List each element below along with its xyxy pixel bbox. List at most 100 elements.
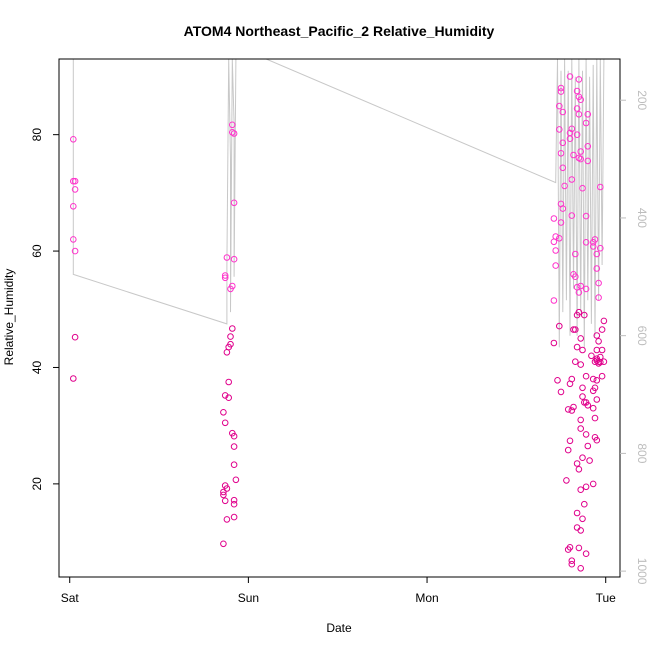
data-point-7 [71, 333, 79, 341]
data-point-42 [230, 199, 238, 207]
data-point-89 [566, 437, 574, 445]
y2-tick-label-200: 200 [635, 90, 649, 110]
data-point-19 [225, 378, 232, 386]
data-point-112 [579, 384, 586, 392]
data-point-105 [577, 155, 585, 163]
data-point-68 [568, 125, 576, 133]
y2-tick-label-600: 600 [635, 326, 649, 346]
data-point-11 [221, 274, 229, 282]
x-tick-label-mon: Mon [415, 591, 438, 605]
data-point-99 [577, 96, 585, 103]
data-point-135 [581, 311, 588, 319]
data-point-134 [582, 285, 590, 293]
data-point-97 [573, 87, 581, 95]
y2-tick-label-400: 400 [635, 208, 649, 228]
data-point-15 [227, 333, 234, 340]
data-point-80 [572, 326, 579, 333]
data-point-171 [598, 326, 606, 333]
data-point-165 [591, 414, 599, 422]
x-tick-label-sat: Sat [61, 591, 80, 605]
data-point-167 [593, 436, 601, 444]
data-point-173 [597, 183, 604, 191]
data-point-13 [229, 282, 236, 290]
data-point-151 [593, 332, 601, 339]
data-point-96 [575, 76, 583, 83]
data-point-21 [225, 394, 232, 402]
data-point-103 [577, 148, 585, 155]
data-point-36 [223, 516, 231, 523]
data-point-9 [223, 254, 231, 261]
data-point-87 [568, 407, 576, 414]
data-point-33 [221, 497, 229, 505]
data-point-100 [573, 105, 581, 112]
data-point-142 [581, 500, 588, 508]
data-point-101 [575, 111, 583, 118]
data-point-61 [559, 139, 567, 147]
data-point-124 [575, 544, 583, 552]
data-point-131 [584, 157, 592, 165]
y-tick-label-40: 40 [30, 360, 44, 374]
data-point-169 [598, 346, 606, 354]
data-point-81 [570, 326, 577, 333]
data-point-85 [566, 380, 574, 388]
y2-tick-label-800: 800 [635, 443, 649, 463]
data-point-72 [568, 176, 576, 183]
data-point-149 [595, 279, 602, 287]
data-point-113 [579, 393, 586, 400]
data-point-88 [564, 406, 572, 413]
data-point-60 [557, 150, 565, 157]
data-point-125 [577, 565, 585, 572]
data-point-47 [552, 247, 560, 254]
data-point-117 [579, 454, 586, 462]
data-point-160 [589, 375, 597, 383]
data-point-63 [559, 108, 567, 116]
data-point-163 [593, 396, 601, 403]
y-tick-label-80: 80 [30, 128, 44, 142]
x-tick-label-tue: Tue [596, 591, 617, 605]
data-point-26 [230, 443, 238, 450]
data-point-150 [595, 294, 602, 301]
data-point-40 [229, 129, 236, 136]
data-point-53 [556, 322, 563, 330]
data-point-130 [584, 143, 592, 150]
data-point-115 [577, 416, 585, 424]
data-point-76 [572, 273, 579, 281]
data-point-66 [557, 84, 565, 92]
data-point-58 [559, 164, 567, 172]
data-point-28 [232, 476, 240, 484]
data-point-83 [572, 358, 579, 366]
data-point-108 [575, 308, 583, 316]
data-point-136 [582, 372, 590, 380]
data-point-107 [577, 282, 585, 290]
y-tick-label-60: 60 [30, 244, 44, 258]
data-point-122 [577, 527, 585, 534]
data-point-22 [220, 409, 227, 416]
data-point-46 [550, 238, 558, 246]
data-point-32 [220, 491, 227, 499]
data-point-178 [588, 352, 595, 360]
data-point-3 [71, 186, 79, 193]
data-point-146 [591, 236, 599, 243]
data-point-121 [573, 509, 581, 517]
data-point-95 [568, 560, 576, 568]
data-point-49 [550, 297, 558, 304]
x-tick-label-sun: Sun [238, 591, 259, 605]
data-point-94 [568, 557, 576, 565]
data-point-57 [557, 200, 565, 208]
data-point-50 [550, 339, 558, 347]
data-point-4 [70, 203, 77, 210]
data-point-93 [564, 546, 572, 553]
data-point-102 [573, 131, 581, 138]
data-point-35 [230, 500, 238, 508]
data-point-172 [597, 244, 604, 252]
data-point-48 [552, 262, 560, 269]
data-point-65 [557, 88, 565, 95]
data-point-153 [593, 346, 601, 354]
data-point-27 [230, 461, 238, 469]
plot-box [58, 58, 621, 578]
data-point-91 [563, 477, 570, 484]
data-point-8 [70, 375, 77, 382]
data-point-129 [582, 119, 590, 127]
data-point-118 [573, 460, 581, 467]
